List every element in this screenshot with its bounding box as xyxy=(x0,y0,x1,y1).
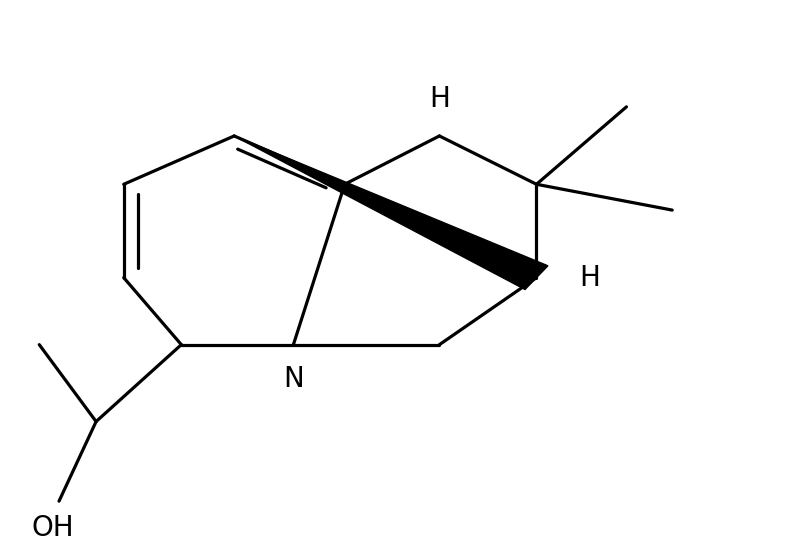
Text: H: H xyxy=(429,84,450,113)
Polygon shape xyxy=(234,136,548,289)
Text: N: N xyxy=(283,365,304,392)
Text: H: H xyxy=(580,264,600,291)
Text: OH: OH xyxy=(32,513,74,542)
